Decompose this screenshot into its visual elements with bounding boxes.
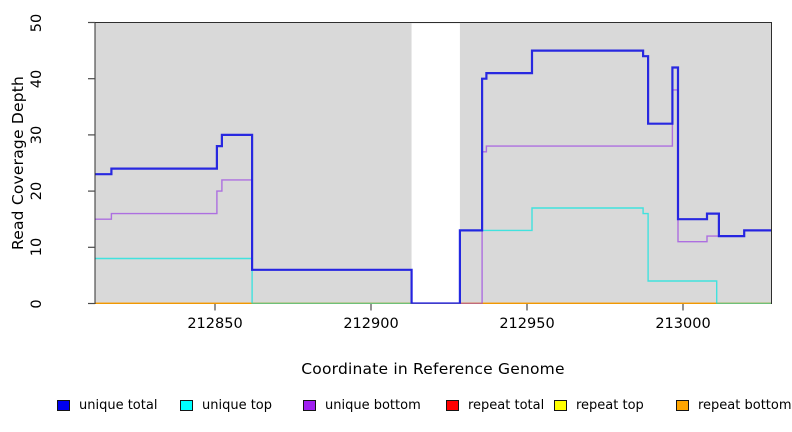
legend-item-unique-top: unique top [180,394,272,416]
x-axis-tick-label: 213000 [655,316,711,332]
legend-item-unique-bottom: unique bottom [303,394,421,416]
legend: unique total unique top unique bottom repea… [0,394,792,418]
legend-item-unique-total: unique total [57,394,157,416]
series-unique-total [95,49,771,304]
x-axis-tick-label: 212950 [499,316,555,332]
legend-label: repeat total [468,397,545,413]
series-unique-top [95,207,771,304]
legend-label: unique total [79,397,158,413]
legend-swatch-icon [303,399,316,411]
x-axis-tick-label: 212850 [187,316,243,332]
x-axis-title: Coordinate in Reference Genome [301,360,565,378]
legend-swatch-icon [180,399,193,411]
y-axis-tick-label: 40 [29,69,45,88]
legend-label: repeat top [576,397,644,413]
legend-label: unique top [202,397,273,413]
legend-swatch-icon [554,399,567,411]
legend-label: repeat bottom [698,397,792,413]
y-axis-tick-label: 50 [29,13,45,32]
y-axis-tick-label: 0 [29,298,45,309]
legend-item-repeat-bottom: repeat bottom [676,394,792,416]
legend-swatch-icon [57,399,70,411]
legend-item-repeat-total: repeat total [446,394,544,416]
legend-item-repeat-top: repeat top [554,394,644,416]
x-axis-tick-label: 212900 [343,316,399,332]
y-axis-tick-label: 20 [29,181,45,201]
y-axis-tick-label: 10 [29,238,45,257]
y-axis-tick-label: 30 [29,125,45,145]
no-data-gap-band [411,23,460,304]
legend-swatch-icon [446,399,459,411]
legend-swatch-icon [676,399,689,411]
y-axis-title: Read Coverage Depth [9,75,27,251]
legend-label: unique bottom [325,397,421,413]
